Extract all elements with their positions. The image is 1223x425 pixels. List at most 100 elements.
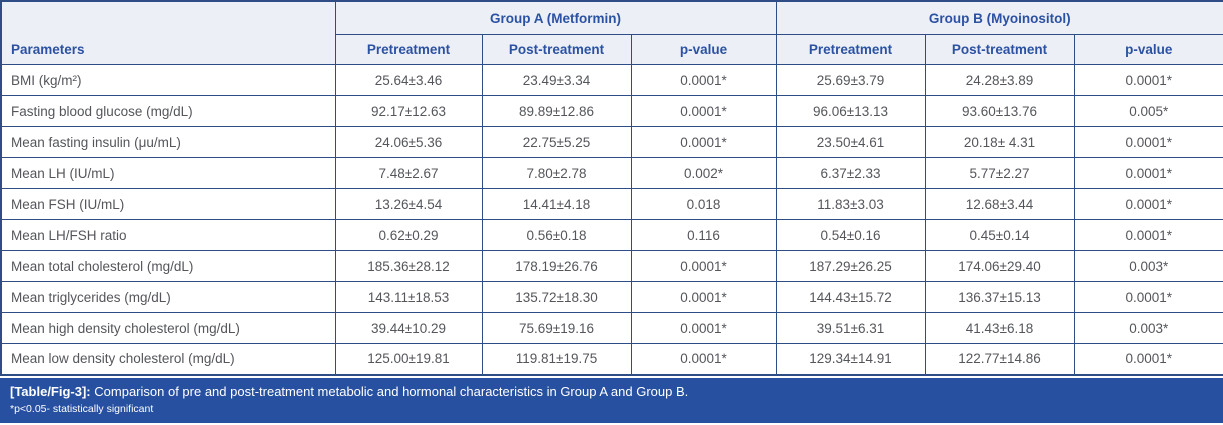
value-cell: 23.49±3.34 <box>481 64 632 96</box>
value-cell: 0.003* <box>1073 312 1223 344</box>
value-cell: 136.37±15.13 <box>924 281 1075 313</box>
group-b-header: Group B (Myoinositol) <box>775 0 1223 35</box>
caption-text: Comparison of pre and post-treatment met… <box>94 383 689 399</box>
group-b-posttreatment-header: Post-treatment <box>924 34 1075 65</box>
value-cell: 174.06±29.40 <box>924 250 1075 282</box>
table-row: Mean FSH (IU/mL) 13.26±4.54 14.41±4.18 0.01… <box>0 188 1223 220</box>
parameter-name: Mean triglycerides (mg/dL) <box>0 281 336 313</box>
value-cell: 144.43±15.72 <box>775 281 926 313</box>
value-cell: 0.0001* <box>1073 64 1223 96</box>
value-cell: 0.62±0.29 <box>334 219 483 251</box>
group-b-pretreatment-header: Pretreatment <box>775 34 926 65</box>
value-cell: 0.45±0.14 <box>924 219 1075 251</box>
table-row: Mean low density cholesterol (mg/dL) 125.… <box>0 343 1223 375</box>
value-cell: 0.56±0.18 <box>481 219 632 251</box>
parameter-name: Mean high density cholesterol (mg/dL) <box>0 312 336 344</box>
value-cell: 75.69±19.16 <box>481 312 632 344</box>
value-cell: 0.0001* <box>1073 281 1223 313</box>
value-cell: 24.28±3.89 <box>924 64 1075 96</box>
group-a-posttreatment-header: Post-treatment <box>481 34 632 65</box>
group-a-header: Group A (Metformin) <box>334 0 777 35</box>
value-cell: 0.005* <box>1073 95 1223 127</box>
value-cell: 135.72±18.30 <box>481 281 632 313</box>
table-row: Mean triglycerides (mg/dL) 143.11±18.53 13… <box>0 281 1223 313</box>
parameter-name: Fasting blood glucose (mg/dL) <box>0 95 336 127</box>
value-cell: 143.11±18.53 <box>334 281 483 313</box>
parameter-name: Mean LH (IU/mL) <box>0 157 336 189</box>
parameters-header: Parameters <box>0 0 336 65</box>
value-cell: 122.77±14.86 <box>924 343 1075 375</box>
value-cell: 0.54±0.16 <box>775 219 926 251</box>
group-a-pretreatment-header: Pretreatment <box>334 34 483 65</box>
value-cell: 92.17±12.63 <box>334 95 483 127</box>
parameter-name: Mean low density cholesterol (mg/dL) <box>0 343 336 375</box>
value-cell: 13.26±4.54 <box>334 188 483 220</box>
comparison-table: Parameters Group A (Metformin) Group B (… <box>0 0 1223 376</box>
value-cell: 0.0001* <box>630 126 777 158</box>
value-cell: 25.64±3.46 <box>334 64 483 96</box>
value-cell: 39.44±10.29 <box>334 312 483 344</box>
value-cell: 39.51±6.31 <box>775 312 926 344</box>
parameter-name: Mean total cholesterol (mg/dL) <box>0 250 336 282</box>
table-row: Mean fasting insulin (μu/mL) 24.06±5.36 22… <box>0 126 1223 158</box>
value-cell: 12.68±3.44 <box>924 188 1075 220</box>
value-cell: 11.83±3.03 <box>775 188 926 220</box>
value-cell: 7.80±2.78 <box>481 157 632 189</box>
parameter-name: Mean fasting insulin (μu/mL) <box>0 126 336 158</box>
value-cell: 20.18± 4.31 <box>924 126 1075 158</box>
value-cell: 0.0001* <box>1073 219 1223 251</box>
value-cell: 0.0001* <box>1073 157 1223 189</box>
value-cell: 0.018 <box>630 188 777 220</box>
value-cell: 0.003* <box>1073 250 1223 282</box>
value-cell: 125.00±19.81 <box>334 343 483 375</box>
table-row: Mean LH/FSH ratio 0.62±0.29 0.56±0.18 0.116… <box>0 219 1223 251</box>
caption-line: [Table/Fig-3]: Comparison of pre and pos… <box>10 383 1223 400</box>
group-header-row: Parameters Group A (Metformin) Group B (… <box>0 0 1223 65</box>
value-cell: 0.002* <box>630 157 777 189</box>
caption-label: [Table/Fig-3]: <box>10 383 91 399</box>
value-cell: 0.0001* <box>630 95 777 127</box>
value-cell: 0.0001* <box>630 312 777 344</box>
caption-footnote: *p<0.05- statistically significant <box>10 402 154 415</box>
table-row: BMI (kg/m²) 25.64±3.46 23.49±3.34 0.0001* 25… <box>0 64 1223 96</box>
value-cell: 119.81±19.75 <box>481 343 632 375</box>
value-cell: 187.29±26.25 <box>775 250 926 282</box>
value-cell: 0.116 <box>630 219 777 251</box>
value-cell: 22.75±5.25 <box>481 126 632 158</box>
value-cell: 178.19±26.76 <box>481 250 632 282</box>
value-cell: 0.0001* <box>1073 126 1223 158</box>
table-row: Mean high density cholesterol (mg/dL) 39.… <box>0 312 1223 344</box>
value-cell: 185.36±28.12 <box>334 250 483 282</box>
value-cell: 96.06±13.13 <box>775 95 926 127</box>
parameter-name: Mean LH/FSH ratio <box>0 219 336 251</box>
value-cell: 0.0001* <box>1073 188 1223 220</box>
value-cell: 0.0001* <box>630 281 777 313</box>
value-cell: 41.43±6.18 <box>924 312 1075 344</box>
table-header: Parameters Group A (Metformin) Group B (… <box>0 0 1223 65</box>
parameter-name: Mean FSH (IU/mL) <box>0 188 336 220</box>
value-cell: 89.89±12.86 <box>481 95 632 127</box>
table-body: BMI (kg/m²) 25.64±3.46 23.49±3.34 0.0001* 25… <box>0 64 1223 375</box>
table-row: Mean LH (IU/mL) 7.48±2.67 7.80±2.78 0.002* 6… <box>0 157 1223 189</box>
group-a-pvalue-header: p-value <box>630 34 777 65</box>
value-cell: 25.69±3.79 <box>775 64 926 96</box>
table-row: Fasting blood glucose (mg/dL) 92.17±12.63… <box>0 95 1223 127</box>
value-cell: 0.0001* <box>630 343 777 375</box>
subcolumn-header-row: Pretreatment Post-treatment p-value Pret… <box>1 34 1223 65</box>
value-cell: 5.77±2.27 <box>924 157 1075 189</box>
value-cell: 93.60±13.76 <box>924 95 1075 127</box>
value-cell: 24.06±5.36 <box>334 126 483 158</box>
value-cell: 23.50±4.61 <box>775 126 926 158</box>
parameter-name: BMI (kg/m²) <box>0 64 336 96</box>
value-cell: 0.0001* <box>630 250 777 282</box>
value-cell: 0.0001* <box>630 64 777 96</box>
value-cell: 7.48±2.67 <box>334 157 483 189</box>
table-row: Mean total cholesterol (mg/dL) 185.36±28.… <box>0 250 1223 282</box>
caption-bar: [Table/Fig-3]: Comparison of pre and pos… <box>0 377 1223 423</box>
value-cell: 14.41±4.18 <box>481 188 632 220</box>
group-b-pvalue-header: p-value <box>1073 34 1223 65</box>
value-cell: 0.0001* <box>1073 343 1223 375</box>
value-cell: 129.34±14.91 <box>775 343 926 375</box>
value-cell: 6.37±2.33 <box>775 157 926 189</box>
